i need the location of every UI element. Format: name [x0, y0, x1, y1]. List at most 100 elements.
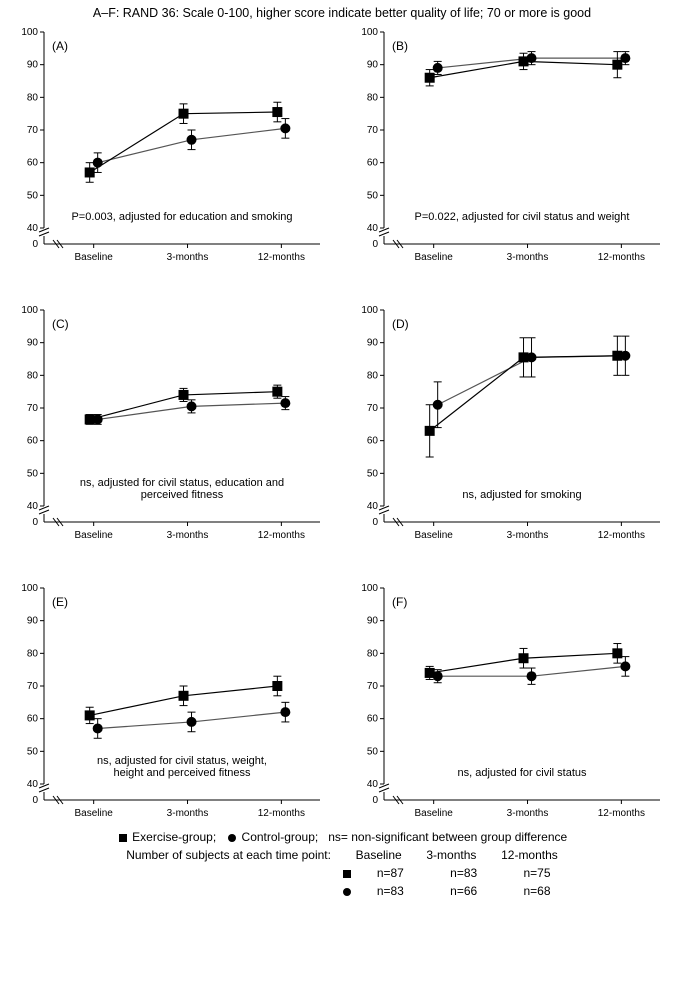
svg-text:90: 90: [27, 60, 39, 71]
legend-row-control: n=83 n=66 n=68: [10, 884, 674, 898]
svg-text:Baseline: Baseline: [415, 530, 454, 541]
circle-icon: [342, 887, 352, 897]
panel-d: 4050607080901000Baseline3-months12-month…: [350, 304, 674, 554]
svg-text:100: 100: [361, 583, 378, 594]
svg-text:80: 80: [367, 92, 379, 103]
panel-grid: 40 50 60 70 80 90 100 0 Baseline 3-months 12-month…: [10, 26, 674, 816]
svg-text:12-months: 12-months: [598, 252, 645, 263]
square-icon: [342, 869, 352, 879]
circle-icon: [226, 832, 238, 844]
svg-text:70: 70: [367, 403, 379, 414]
svg-text:ns, adjusted for civil status,: ns, adjusted for civil status, education…: [80, 477, 284, 489]
svg-text:3-months: 3-months: [167, 252, 209, 263]
svg-text:60: 60: [27, 436, 39, 447]
svg-text:80: 80: [27, 92, 39, 103]
svg-text:(E): (E): [52, 595, 68, 609]
legend-h0: Baseline: [356, 848, 402, 862]
svg-text:40: 40: [27, 779, 39, 790]
page-title: A–F: RAND 36: Scale 0-100, higher score …: [10, 6, 674, 20]
legend-exercise-label: Exercise-group;: [132, 830, 223, 844]
svg-text:100: 100: [21, 27, 38, 38]
svg-text:perceived fitness: perceived fitness: [141, 489, 224, 501]
svg-text:60: 60: [27, 714, 39, 725]
svg-text:90: 90: [367, 60, 379, 71]
svg-text:ns, adjusted for civil status: ns, adjusted for civil status: [457, 767, 587, 779]
legend-ct-n2: n=68: [502, 884, 572, 898]
svg-text:60: 60: [367, 158, 379, 169]
svg-text:(B): (B): [392, 39, 408, 53]
svg-text:(D): (D): [392, 317, 409, 331]
svg-text:40: 40: [27, 223, 39, 234]
legend-subjects-label: Number of subjects at each time point:: [126, 848, 331, 862]
svg-text:Baseline: Baseline: [75, 808, 114, 819]
svg-text:80: 80: [367, 648, 379, 659]
svg-text:0: 0: [32, 517, 38, 528]
svg-text:12-months: 12-months: [258, 252, 305, 263]
svg-text:ns, adjusted for smoking: ns, adjusted for smoking: [462, 489, 581, 501]
svg-text:height and perceived fitness: height and perceived fitness: [114, 767, 251, 779]
legend-ex-n0: n=87: [355, 866, 425, 880]
svg-text:Baseline: Baseline: [415, 808, 454, 819]
svg-text:40: 40: [367, 501, 379, 512]
square-icon: [117, 832, 129, 844]
svg-text:100: 100: [361, 305, 378, 316]
svg-text:P=0.022, adjusted for civil st: P=0.022, adjusted for civil status and w…: [415, 211, 630, 223]
svg-text:ns, adjusted for civil status,: ns, adjusted for civil status, weight,: [97, 755, 267, 767]
legend: Exercise-group; Control-group; ns= non-s…: [10, 830, 674, 898]
panel-b: 40 50 60 70 80 90 100 0 Baseline 3-months 12-month…: [350, 26, 674, 276]
svg-text:70: 70: [367, 125, 379, 136]
svg-text:90: 90: [367, 616, 379, 627]
svg-text:80: 80: [27, 648, 39, 659]
legend-groups: Exercise-group; Control-group; ns= non-s…: [10, 830, 674, 844]
svg-text:12-months: 12-months: [598, 530, 645, 541]
svg-text:50: 50: [367, 190, 379, 201]
svg-text:3-months: 3-months: [507, 530, 549, 541]
legend-h1: 3-months: [426, 848, 476, 862]
svg-text:60: 60: [367, 436, 379, 447]
svg-text:0: 0: [372, 795, 378, 806]
svg-text:100: 100: [361, 27, 378, 38]
svg-text:90: 90: [27, 616, 39, 627]
svg-text:80: 80: [367, 370, 379, 381]
svg-text:50: 50: [367, 746, 379, 757]
svg-text:Baseline: Baseline: [75, 530, 114, 541]
svg-text:12-months: 12-months: [258, 808, 305, 819]
panel-e: 4050607080901000Baseline3-months12-month…: [10, 582, 334, 832]
legend-subjects-line: Number of subjects at each time point: B…: [10, 848, 674, 862]
legend-control-label: Control-group; ns= non-significant betwe…: [242, 830, 568, 844]
svg-text:100: 100: [21, 305, 38, 316]
svg-text:3-months: 3-months: [167, 808, 209, 819]
legend-ex-n2: n=75: [502, 866, 572, 880]
svg-text:50: 50: [27, 468, 39, 479]
svg-text:Baseline: Baseline: [75, 252, 114, 263]
panel-a: 4050607080901000Baseline3-months12-month…: [10, 26, 334, 276]
svg-text:50: 50: [27, 746, 39, 757]
svg-text:12-months: 12-months: [258, 530, 305, 541]
svg-text:Baseline: Baseline: [415, 252, 454, 263]
svg-text:80: 80: [27, 370, 39, 381]
svg-text:(C): (C): [52, 317, 69, 331]
svg-text:90: 90: [27, 338, 39, 349]
svg-text:100: 100: [21, 583, 38, 594]
svg-text:40: 40: [367, 223, 379, 234]
svg-text:50: 50: [367, 468, 379, 479]
svg-text:50: 50: [27, 190, 39, 201]
svg-text:0: 0: [372, 517, 378, 528]
svg-text:70: 70: [367, 681, 379, 692]
legend-ct-n0: n=83: [355, 884, 425, 898]
svg-text:3-months: 3-months: [507, 252, 549, 263]
svg-text:40: 40: [27, 501, 39, 512]
svg-text:70: 70: [27, 403, 39, 414]
svg-text:(A): (A): [52, 39, 68, 53]
legend-ex-n1: n=83: [429, 866, 499, 880]
svg-text:0: 0: [372, 239, 378, 250]
legend-row-exercise: n=87 n=83 n=75: [10, 866, 674, 880]
svg-text:(F): (F): [392, 595, 407, 609]
svg-text:70: 70: [27, 681, 39, 692]
panel-c: 4050607080901000Baseline3-months12-month…: [10, 304, 334, 554]
svg-text:60: 60: [367, 714, 379, 725]
svg-text:0: 0: [32, 239, 38, 250]
svg-text:12-months: 12-months: [598, 808, 645, 819]
legend-h2: 12-months: [501, 848, 558, 862]
svg-text:3-months: 3-months: [507, 808, 549, 819]
